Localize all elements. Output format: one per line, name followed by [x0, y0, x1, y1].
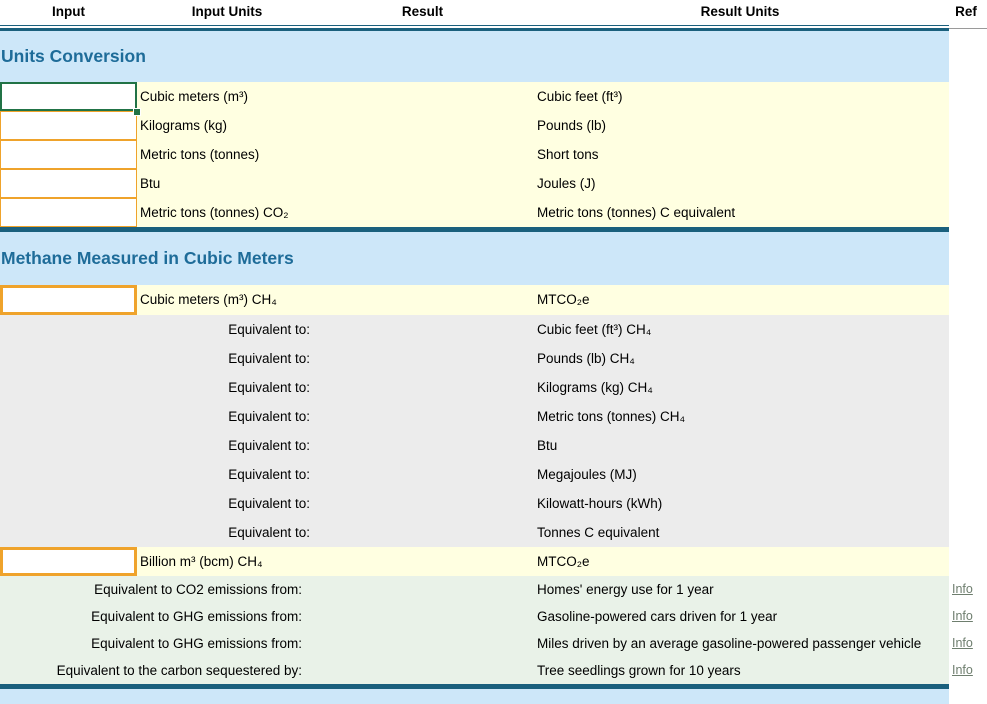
selection-fill-handle[interactable] [133, 108, 141, 116]
equivalent-label: Equivalent to: [228, 525, 310, 540]
input-units-label: Btu [140, 176, 161, 191]
result-units-label: Miles driven by an average gasoline-powe… [537, 636, 922, 651]
input-units-label: Metric tons (tonnes) [140, 147, 260, 162]
result-units-label: Btu [537, 438, 558, 453]
conversion-row-co2: Metric tons (tonnes) CO₂ Metric tons (to… [0, 198, 949, 227]
result-units-label: Short tons [537, 147, 599, 162]
result-units-label: Homes' energy use for 1 year [537, 582, 714, 597]
result-units-label: Pounds (lb) CH₄ [537, 351, 635, 366]
result-units-label: Metric tons (tonnes) CH₄ [537, 409, 686, 424]
input-metric-tons[interactable] [0, 140, 137, 169]
equivalent-label: Equivalent to: [228, 380, 310, 395]
equivalent-label: Equivalent to: [228, 351, 310, 366]
input-units-label: Cubic meters (m³) CH₄ [140, 292, 277, 307]
conversion-row-kilograms: Kilograms (kg) Pounds (lb) [0, 111, 949, 140]
ref-header-underline [949, 28, 987, 29]
input-units-label: Metric tons (tonnes) CO₂ [140, 205, 289, 220]
info-link-miles[interactable]: Info [952, 636, 973, 650]
equivalent-label: Equivalent to GHG emissions from: [91, 609, 302, 624]
equivalency-row-cars: Equivalent to GHG emissions from: Gasoli… [0, 603, 973, 630]
section-header-methane: Methane Measured in Cubic Meters [0, 232, 949, 285]
equivalent-label: Equivalent to: [228, 322, 310, 337]
header-input-units: Input Units [191, 4, 263, 19]
section-separator-bar [0, 227, 949, 232]
result-units-label: Joules (J) [537, 176, 596, 191]
bottom-separator-bar [0, 684, 949, 689]
conversion-row-cubic-meters: Cubic meters (m³) Cubic feet (ft³) [0, 82, 949, 116]
equivalent-row: Equivalent to: Btu [0, 431, 949, 460]
info-link-homes[interactable]: Info [952, 582, 973, 596]
methane-row-cubic-meters: Cubic meters (m³) CH₄ MTCO₂e [0, 285, 949, 315]
result-units-label: Cubic feet (ft³) CH₄ [537, 322, 652, 337]
equivalency-row-miles: Equivalent to GHG emissions from: Miles … [0, 630, 973, 657]
header-result-units: Result Units [700, 4, 780, 19]
header-result: Result [401, 4, 444, 19]
bottom-section-band [0, 689, 949, 704]
equivalency-row-homes: Equivalent to CO2 emissions from: Homes'… [0, 576, 973, 603]
header-double-rule [0, 25, 949, 31]
result-units-label: MTCO₂e [537, 292, 590, 307]
result-units-label: Pounds (lb) [537, 118, 607, 133]
equivalent-label: Equivalent to CO2 emissions from: [94, 582, 302, 597]
header-input: Input [52, 4, 85, 19]
methane-row-bcm: Billion m³ (bcm) CH₄ MTCO₂e [0, 547, 949, 576]
equivalent-row: Equivalent to: Cubic feet (ft³) CH₄ [0, 315, 949, 344]
result-units-label: Megajoules (MJ) [537, 467, 637, 482]
result-units-label: Gasoline-powered cars driven for 1 year [537, 609, 778, 624]
equivalent-row: Equivalent to: Tonnes C equivalent [0, 518, 949, 547]
equivalent-label: Equivalent to: [228, 467, 310, 482]
section-title: Units Conversion [1, 46, 146, 66]
equivalent-row: Equivalent to: Metric tons (tonnes) CH₄ [0, 402, 949, 431]
result-units-label: Kilograms (kg) CH₄ [537, 380, 653, 395]
input-units-label: Billion m³ (bcm) CH₄ [140, 554, 263, 569]
input-co2-tonnes[interactable] [0, 198, 137, 227]
equivalent-row: Equivalent to: Pounds (lb) CH₄ [0, 344, 949, 373]
header-ref: Ref [955, 4, 977, 19]
result-units-label: MTCO₂e [537, 554, 590, 569]
conversion-row-btu: Btu Joules (J) [0, 169, 949, 198]
equivalent-label: Equivalent to the carbon sequestered by: [56, 663, 302, 678]
result-units-label: Cubic feet (ft³) [537, 89, 623, 104]
info-link-trees[interactable]: Info [952, 663, 973, 677]
input-units-label: Cubic meters (m³) [140, 89, 249, 104]
input-cubic-meters-ch4[interactable] [0, 285, 137, 315]
section-header-units-conversion: Units Conversion [0, 31, 949, 82]
equivalent-label: Equivalent to: [228, 409, 310, 424]
input-kilograms[interactable] [0, 111, 137, 140]
equivalent-label: Equivalent to: [228, 438, 310, 453]
column-header-row: Input Input Units Result Result Units Re… [0, 0, 987, 29]
result-units-label: Metric tons (tonnes) C equivalent [537, 205, 736, 220]
input-cubic-meters[interactable] [0, 82, 137, 111]
equivalency-row-trees: Equivalent to the carbon sequestered by:… [0, 657, 973, 684]
section-title: Methane Measured in Cubic Meters [1, 248, 294, 268]
conversion-row-metric-tons: Metric tons (tonnes) Short tons [0, 140, 949, 169]
input-bcm-ch4[interactable] [0, 547, 137, 576]
result-units-label: Kilowatt-hours (kWh) [537, 496, 663, 511]
result-units-label: Tonnes C equivalent [537, 525, 660, 540]
equivalent-label: Equivalent to GHG emissions from: [91, 636, 302, 651]
equivalent-label: Equivalent to: [228, 496, 310, 511]
equivalent-row: Equivalent to: Kilograms (kg) CH₄ [0, 373, 949, 402]
result-units-label: Tree seedlings grown for 10 years [537, 663, 741, 678]
equivalent-row: Equivalent to: Kilowatt-hours (kWh) [0, 489, 949, 518]
info-link-cars[interactable]: Info [952, 609, 973, 623]
input-btu[interactable] [0, 169, 137, 198]
equivalent-row: Equivalent to: Megajoules (MJ) [0, 460, 949, 489]
input-units-label: Kilograms (kg) [140, 118, 228, 133]
